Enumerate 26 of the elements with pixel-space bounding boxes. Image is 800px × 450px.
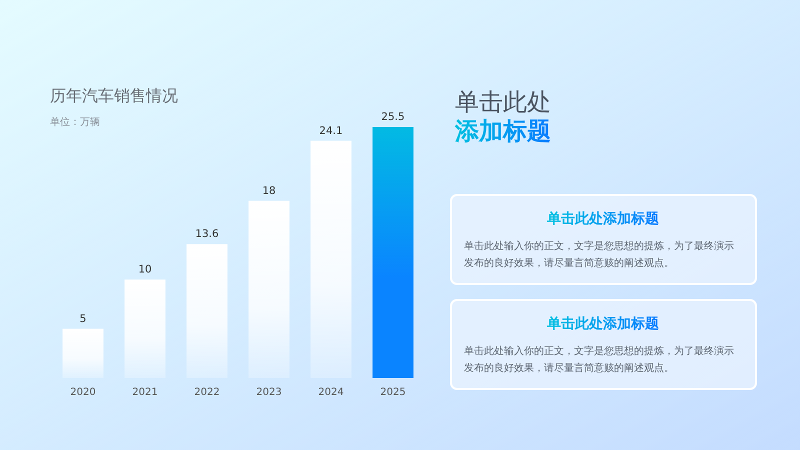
x-tick-label: 2024: [318, 387, 344, 398]
chart-subtitle: 单位：万辆: [50, 116, 100, 128]
x-tick-label: 2020: [70, 387, 96, 398]
text: 单击此处添加标题: [546, 211, 659, 227]
data-label: 18: [262, 184, 276, 197]
data-label: 5: [80, 312, 86, 325]
chart-title: 历年汽车销售情况: [50, 86, 178, 105]
data-label: 25.5: [381, 111, 405, 123]
x-tick-label: 2022: [194, 387, 220, 398]
bar: [186, 244, 228, 378]
bar: [248, 200, 290, 378]
text: 单击此处输入你的正文，文字是您思想的提炼，为了最终演示发布的良好效果，请尽量言简意赅的阐述观点。: [464, 345, 734, 374]
x-tick-label: 2023: [256, 387, 282, 398]
x-tick-label: 2025: [380, 387, 406, 398]
text: 单击此处添加标题: [546, 316, 659, 332]
data-label: 24.1: [319, 124, 343, 137]
text: 单击此处: [455, 88, 551, 116]
x-tick-label: 2021: [132, 387, 158, 398]
data-label: 13.6: [195, 228, 220, 240]
text: 单击此处输入你的正文，文字是您思想的提炼，为了最终演示发布的良好效果，请尽量言简意赅的阐述观点。: [464, 240, 734, 269]
bar: [310, 140, 352, 378]
bar: [124, 280, 166, 378]
text: 添加标题: [454, 117, 551, 145]
data-label: 10: [138, 264, 152, 276]
bar: [62, 328, 104, 378]
bar: [372, 127, 414, 378]
